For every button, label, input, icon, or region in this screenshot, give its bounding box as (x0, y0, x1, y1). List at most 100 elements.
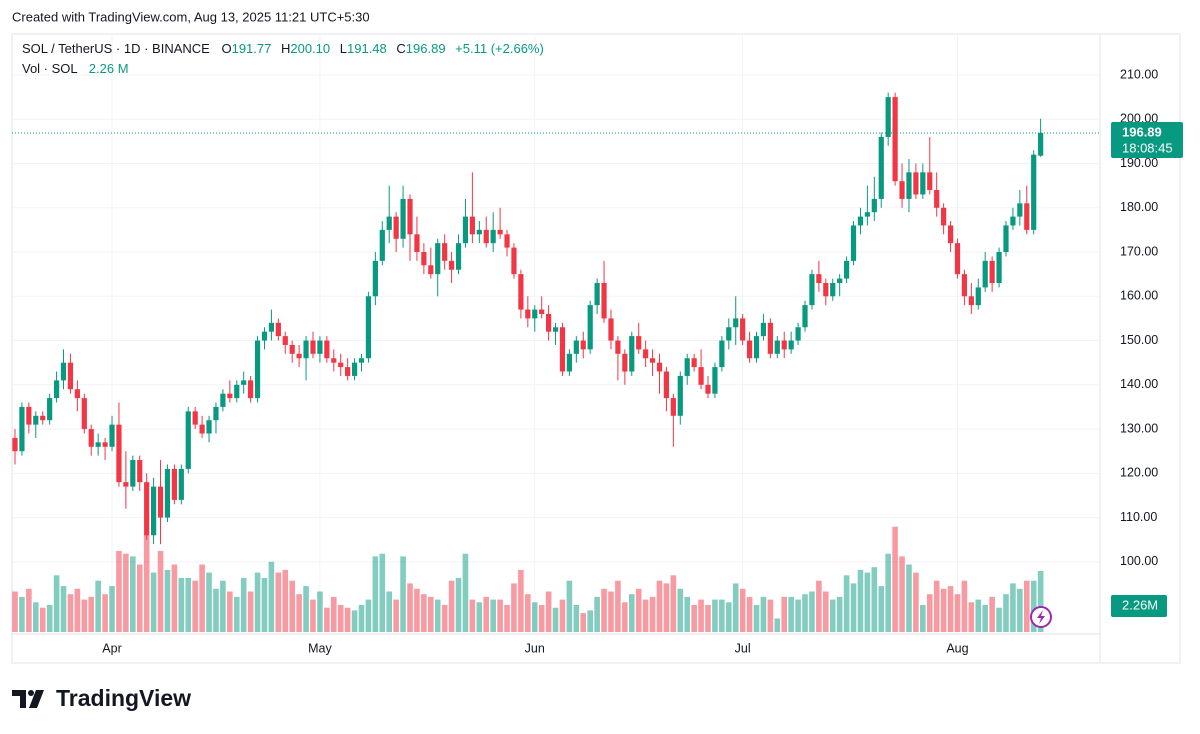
candle-body (421, 252, 427, 266)
candle-body (448, 260, 455, 270)
y-tick-label: 190.00 (1120, 156, 1158, 170)
volume-bar (906, 564, 912, 632)
volume-bar (289, 580, 295, 632)
volume-bar (448, 580, 455, 632)
candle-body (254, 340, 261, 399)
candle-body (310, 340, 316, 354)
volume-bar (39, 607, 46, 632)
volume-bar (268, 561, 275, 632)
close-label: C (396, 41, 405, 56)
created-note: Created with TradingView.com, Aug 13, 20… (12, 9, 370, 24)
volume-bar (823, 591, 829, 632)
lightning-icon[interactable] (1030, 606, 1052, 628)
volume-bar (788, 596, 794, 632)
candle-body (324, 340, 330, 359)
open-label: O (221, 41, 231, 56)
candle-body (608, 318, 614, 341)
volume-bar (961, 580, 968, 632)
candle-body (885, 97, 891, 137)
volume-bar (81, 599, 88, 632)
candle-body (691, 358, 697, 368)
volume-bar (379, 553, 386, 632)
candle-body (698, 367, 704, 385)
volume-bar (358, 605, 365, 632)
volume-bar (774, 618, 781, 632)
volume-bar (317, 591, 323, 632)
candle-body (476, 229, 482, 235)
y-tick-label: 130.00 (1120, 421, 1158, 435)
volume-bar (497, 599, 503, 632)
candle-body (296, 353, 302, 359)
volume-bar (240, 578, 247, 632)
volume-bar (725, 602, 732, 632)
candle-body (53, 380, 60, 399)
candle-body (566, 353, 572, 372)
volume-bar (836, 596, 843, 632)
volume-bar (164, 569, 171, 632)
volume-bar (746, 596, 753, 632)
volume-bar (344, 607, 351, 632)
candle-body (40, 415, 46, 421)
candle-body (954, 243, 961, 275)
candle-body (469, 216, 475, 235)
volume-bar (483, 596, 490, 632)
volume-bar (421, 594, 427, 632)
candle-body (982, 260, 988, 288)
candle-body (975, 287, 981, 306)
candle-body (407, 198, 413, 235)
candle-body (1038, 132, 1044, 156)
candle-body (60, 362, 67, 381)
candle-body (81, 398, 87, 430)
candle-body (331, 358, 337, 363)
candle-body (594, 283, 600, 306)
candle-body (781, 340, 787, 350)
candle-body (365, 296, 372, 359)
candle-body (864, 212, 870, 217)
volume-bar (26, 588, 32, 632)
candle-body (130, 460, 136, 487)
volume-bar (518, 569, 524, 632)
candle-body (518, 274, 524, 310)
volume-bar (871, 567, 878, 632)
candle-body (774, 340, 780, 354)
candle-body (615, 340, 621, 354)
volume-bar (116, 551, 122, 632)
volume-bar (303, 586, 309, 632)
change: +5.11 (+2.66%) (455, 41, 544, 56)
volume-bar (462, 553, 469, 632)
candle-body (636, 336, 642, 350)
volume-bar (996, 607, 1002, 632)
open-value: 191.77 (232, 41, 272, 56)
volume-bar (53, 575, 60, 632)
volume-bar (899, 556, 905, 632)
volume-bar (573, 605, 580, 632)
candle-body (490, 229, 496, 244)
volume-bar (850, 583, 857, 632)
candle-body (844, 260, 850, 279)
candle-body (788, 340, 794, 350)
candle-body (760, 322, 767, 337)
candle-body (303, 340, 309, 359)
volume-bar (809, 591, 815, 632)
volume-bar (649, 596, 656, 632)
volume-bar (74, 588, 81, 632)
x-tick-label: Aug (946, 641, 968, 655)
volume-bar (878, 586, 885, 632)
candle-body (656, 362, 663, 372)
volume-bar (739, 588, 746, 632)
volume-bar (254, 572, 261, 632)
volume-bar (677, 588, 684, 632)
axes: 100.00 110.00 120.00 130.00 140.00 150.00 160.… (12, 67, 1183, 655)
volume-bar (123, 553, 129, 632)
candle-body (767, 322, 773, 354)
x-tick-label: Jun (525, 641, 545, 655)
candle-body (511, 247, 517, 275)
candle-body (442, 243, 448, 261)
volume-bar (109, 586, 115, 632)
volume-bar (864, 572, 871, 632)
volume-bar (324, 607, 330, 632)
candle-body (1010, 216, 1016, 226)
volume-bar (968, 602, 975, 632)
candle-body (837, 278, 843, 283)
